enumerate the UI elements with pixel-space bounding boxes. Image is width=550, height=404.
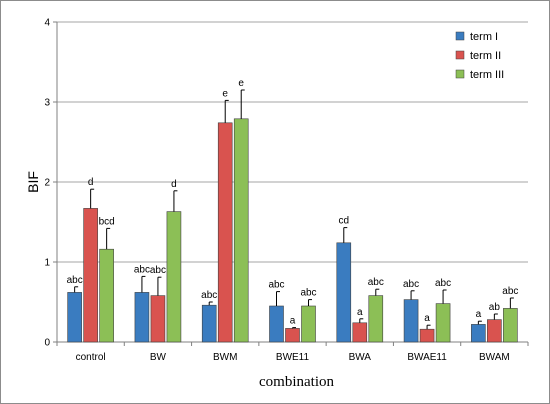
- legend-swatch: [455, 69, 465, 79]
- y-tick-label: 1: [44, 258, 50, 269]
- data-label: d: [88, 177, 94, 188]
- bar: [134, 292, 150, 343]
- data-label: abc: [201, 290, 217, 301]
- data-label: abc: [134, 264, 150, 275]
- data-label: bcd: [99, 216, 115, 227]
- x-tick-label: control: [76, 352, 106, 363]
- data-label: abc: [67, 275, 83, 286]
- bar: [403, 299, 419, 343]
- bar: [368, 295, 384, 343]
- data-label: a: [476, 309, 482, 320]
- legend-label: term III: [470, 69, 504, 81]
- data-label: abc: [435, 278, 451, 289]
- bar: [336, 242, 352, 343]
- data-label: ab: [489, 302, 501, 313]
- x-tick-label: BW: [150, 352, 167, 363]
- x-tick-label: BWAE11: [407, 352, 447, 363]
- data-label: abc: [502, 286, 518, 297]
- legend-label: term II: [470, 50, 501, 62]
- bar: [301, 305, 316, 343]
- legend-swatch: [455, 50, 465, 60]
- data-label: a: [357, 307, 363, 318]
- bar: [503, 308, 518, 343]
- x-tick-label: BWM: [213, 352, 237, 363]
- bar: [269, 305, 284, 343]
- legend-swatch: [455, 31, 465, 41]
- data-label: e: [238, 78, 244, 89]
- legend-label: term I: [470, 31, 498, 43]
- bar: [67, 292, 82, 343]
- bar: [487, 319, 502, 343]
- bar: [217, 122, 233, 343]
- bar: [352, 322, 368, 343]
- bar: [419, 328, 435, 343]
- bar: [99, 248, 114, 343]
- bar: [201, 304, 217, 343]
- bar: [285, 328, 300, 343]
- data-label: abc: [368, 277, 384, 288]
- bar: [233, 118, 249, 343]
- x-tick-label: BWA: [349, 352, 372, 363]
- data-label: abc: [300, 288, 316, 299]
- bar: [83, 208, 98, 343]
- data-label: abc: [403, 279, 419, 290]
- x-tick-label: BWE11: [276, 352, 310, 363]
- y-tick-label: 2: [44, 178, 50, 189]
- data-label: a: [290, 316, 296, 327]
- bar: [471, 324, 486, 343]
- data-label: a: [424, 313, 430, 324]
- bar: [435, 303, 451, 343]
- data-label: d: [171, 179, 177, 190]
- x-tick-label: BWAM: [479, 352, 510, 363]
- bar: [150, 295, 166, 343]
- data-label: e: [222, 88, 228, 99]
- data-label: abc: [150, 265, 166, 276]
- y-axis-title: BIF: [25, 171, 41, 193]
- data-label: abc: [268, 280, 284, 291]
- bar: [166, 211, 182, 343]
- data-label: cd: [339, 216, 350, 227]
- y-tick-label: 3: [44, 98, 50, 109]
- y-tick-label: 4: [44, 18, 50, 29]
- y-tick-label: 0: [44, 338, 50, 349]
- x-axis-title: combination: [259, 374, 334, 390]
